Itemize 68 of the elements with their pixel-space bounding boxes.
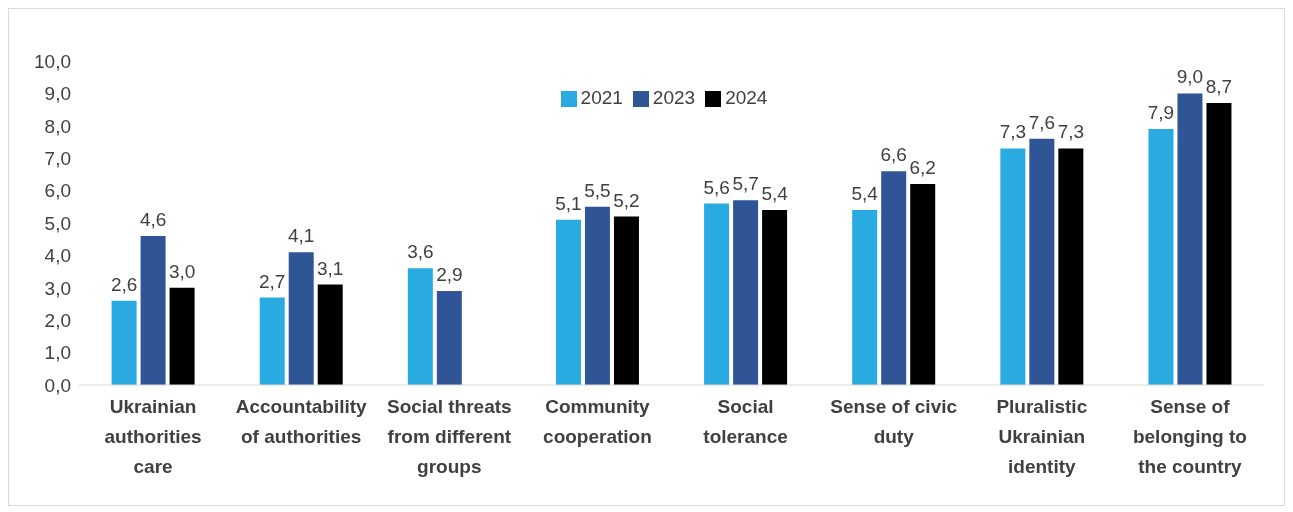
y-tick-label: 4,0: [44, 245, 71, 267]
y-tick-label: 5,0: [44, 212, 71, 234]
data-label: 5,7: [732, 173, 759, 195]
y-tick-label: 9,0: [44, 83, 71, 105]
data-label: 5,5: [584, 179, 611, 201]
bar: [613, 216, 639, 385]
bar: [881, 171, 907, 385]
data-label: 3,0: [168, 260, 196, 282]
x-tick-label: Community cooperation: [543, 396, 652, 447]
bar: [436, 291, 462, 385]
y-tick-label: 8,0: [44, 115, 71, 137]
x-tick-label: Sense of civic duty: [830, 396, 958, 447]
data-label: 6,6: [880, 144, 907, 166]
bar: [111, 300, 137, 385]
data-label: 5,2: [613, 189, 640, 211]
data-label: 2,9: [436, 264, 463, 286]
y-tick-label: 0,0: [44, 374, 71, 396]
y-tick-label: 3,0: [44, 277, 71, 299]
data-label: 7,3: [1057, 121, 1085, 143]
data-label: 9,0: [1176, 66, 1204, 88]
data-label: 6,2: [909, 157, 936, 179]
bar: [1206, 103, 1232, 385]
bar: [1148, 129, 1174, 385]
data-label: 5,4: [761, 183, 789, 205]
legend-label: 2021: [580, 87, 623, 108]
data-label: 7,3: [999, 121, 1027, 143]
bar: [317, 284, 343, 385]
bar: [140, 235, 166, 385]
data-label: 4,1: [288, 225, 315, 247]
bar: [169, 287, 195, 385]
y-tick-label: 7,0: [44, 147, 71, 169]
data-label: 8,7: [1205, 76, 1233, 98]
bar: [852, 210, 878, 385]
bar: [1000, 148, 1026, 385]
y-tick-label: 2,0: [44, 309, 71, 331]
bar: [1029, 138, 1055, 385]
data-label: 3,1: [317, 257, 344, 279]
bar: [584, 206, 610, 385]
bar: [407, 268, 433, 385]
y-tick-label: 1,0: [44, 342, 71, 364]
legend-label: 2023: [652, 87, 696, 108]
bar: [910, 184, 936, 385]
data-label: 5,6: [703, 176, 730, 198]
x-tick-label: Sense of belonging to the country: [1132, 396, 1247, 477]
bar: [762, 210, 788, 385]
x-tick-label: Social tolerance: [703, 396, 788, 447]
y-tick-label: 10,0: [34, 50, 71, 72]
bar: [555, 219, 581, 385]
data-label: 5,4: [851, 183, 879, 205]
data-label: 5,1: [555, 192, 582, 214]
bar: [1058, 148, 1084, 385]
data-label: 7,6: [1028, 111, 1056, 133]
x-tick-label: Pluralistic Ukrainian identity: [996, 396, 1088, 477]
bar: [704, 203, 730, 385]
bar: [259, 297, 285, 385]
y-tick-label: 6,0: [44, 180, 71, 202]
bar: [733, 200, 759, 385]
data-label: 2,7: [259, 270, 286, 292]
bar: [288, 252, 314, 385]
legend-label: 2024: [725, 87, 768, 108]
bar: [1177, 93, 1203, 385]
data-label: 3,6: [407, 241, 434, 263]
data-label: 4,6: [139, 208, 167, 230]
data-label: 2,6: [110, 273, 138, 295]
x-tick-label: Social threats from different groups: [387, 396, 512, 477]
x-tick-label: Accountability of authorities: [235, 396, 368, 447]
data-label: 7,9: [1147, 102, 1175, 124]
x-tick-label: Ukrainian authorities care: [104, 396, 202, 477]
